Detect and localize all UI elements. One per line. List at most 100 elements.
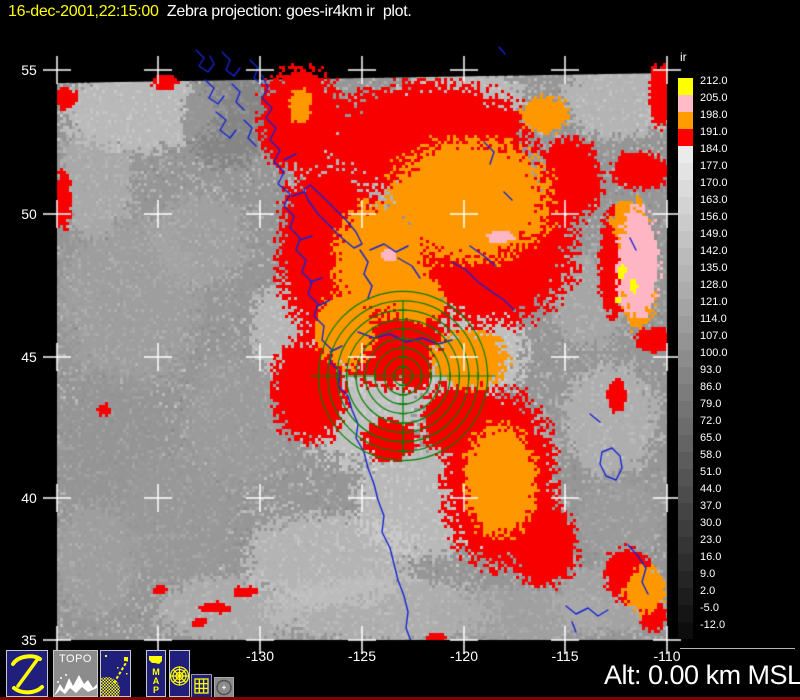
grid-button[interactable] <box>191 674 212 698</box>
rings-wheel-icon <box>170 666 189 686</box>
colorbar-value: 170.0 <box>700 177 728 189</box>
colorbar-value: -5.0 <box>700 602 719 614</box>
colorbar-swatch <box>678 384 693 401</box>
lat-label: 35 <box>21 632 37 648</box>
colorbar-swatch <box>678 197 693 214</box>
plot-title: Zebra projection: goes-ir4km ir plot. <box>158 3 412 20</box>
colorbar-value: 114.0 <box>700 313 727 325</box>
colorbar-value: 93.0 <box>700 364 722 376</box>
lat-label: 50 <box>21 206 37 222</box>
colorbar-value: 198.0 <box>700 109 728 121</box>
colorbar-swatch <box>678 435 693 452</box>
altitude-readout: Alt: 0.00 km MSL <box>604 660 800 690</box>
colorbar-value: 23.0 <box>700 534 722 546</box>
colorbar-value: 9.0 <box>700 568 716 580</box>
topo-button[interactable]: TOPO <box>53 650 98 697</box>
colorbar-swatch <box>678 78 693 95</box>
colorbar-swatch <box>678 469 693 486</box>
mountains-icon <box>54 674 97 696</box>
colorbar-swatch <box>678 95 693 112</box>
map-overlay-button[interactable]: M A P <box>146 650 166 697</box>
colorbar-swatch <box>678 367 693 384</box>
colorbar-value: 51.0 <box>700 466 722 478</box>
us-map-icon <box>149 656 162 664</box>
colorbar-swatch <box>678 163 693 180</box>
zebra-logo-button[interactable] <box>6 650 48 697</box>
colorbar-value: 163.0 <box>700 194 728 206</box>
lon-label: -130 <box>245 648 275 664</box>
colorbar-value: 44.0 <box>700 483 722 495</box>
lat-label: 40 <box>21 490 37 506</box>
colorbar-swatch <box>678 401 693 418</box>
colorbar-swatch <box>678 588 693 605</box>
timestamp: 16-dec-2001,22:15:00 <box>8 3 159 20</box>
satellite-button[interactable] <box>100 650 131 697</box>
colorbar-swatch <box>678 554 693 571</box>
colorbar-swatch <box>678 112 693 129</box>
colorbar-value: 79.0 <box>700 398 722 410</box>
colorbar-value: 100.0 <box>700 347 728 359</box>
colorbar-value: -12.0 <box>700 619 726 631</box>
center-point-button[interactable] <box>214 677 234 698</box>
colorbar-separator <box>680 648 795 649</box>
colorbar-swatch <box>678 350 693 367</box>
colorbar-title: ir <box>680 50 687 64</box>
colorbar-value: 191.0 <box>700 126 728 138</box>
colorbar-swatch <box>678 571 693 588</box>
colorbar-swatch <box>678 537 693 554</box>
circle-dot-icon <box>216 679 232 696</box>
colorbar-value: 184.0 <box>700 143 728 155</box>
colorbar-swatch <box>678 146 693 163</box>
colorbar-value: 177.0 <box>700 160 728 172</box>
colorbar-swatch <box>678 333 693 350</box>
colorbar-value: 149.0 <box>700 228 728 240</box>
lat-label: 55 <box>21 62 37 78</box>
colorbar-swatch <box>678 520 693 537</box>
colorbar-swatch <box>678 231 693 248</box>
colorbar-swatch <box>678 452 693 469</box>
colorbar-swatch <box>678 265 693 282</box>
colorbar-swatch <box>678 299 693 316</box>
bottom-border-strip <box>0 697 800 700</box>
colorbar-swatch <box>678 503 693 520</box>
colorbar-value: 205.0 <box>700 92 728 104</box>
colorbar-swatch <box>678 622 693 639</box>
colorbar-swatch <box>678 282 693 299</box>
colorbar-swatch <box>678 214 693 231</box>
colorbar-value: 86.0 <box>700 381 722 393</box>
lon-label: -125 <box>347 648 377 664</box>
colorbar-swatch <box>678 248 693 265</box>
colorbar-swatch <box>678 605 693 622</box>
lon-label: -115 <box>551 648 579 664</box>
zebra-z-icon <box>11 654 44 695</box>
colorbar-value: 128.0 <box>700 279 728 291</box>
colorbar-value: 30.0 <box>700 517 722 529</box>
range-rings-button[interactable] <box>169 650 190 697</box>
colorbar-value: 16.0 <box>700 551 722 563</box>
lat-label: 45 <box>21 349 37 365</box>
colorbar-value: 156.0 <box>700 211 728 223</box>
topo-button-label: TOPO <box>59 653 92 665</box>
map-button-label: M A P <box>152 667 160 695</box>
colorbar-value: 65.0 <box>700 432 722 444</box>
colorbar-value: 107.0 <box>700 330 728 342</box>
lon-label: -120 <box>449 648 479 664</box>
colorbar-value: 72.0 <box>700 415 722 427</box>
colorbar-swatch <box>678 180 693 197</box>
colorbar-value: 121.0 <box>700 296 728 308</box>
colorbar-swatch <box>678 418 693 435</box>
map-canvas[interactable] <box>43 31 697 657</box>
colorbar-swatch <box>678 486 693 503</box>
colorbar-value: 2.0 <box>700 585 716 597</box>
lon-label: -110 <box>653 648 681 664</box>
colorbar-value: 135.0 <box>700 262 728 274</box>
grid-icon <box>194 678 209 694</box>
colorbar-value: 58.0 <box>700 449 722 461</box>
satellite-comet-icon <box>101 655 128 696</box>
colorbar-swatch <box>678 316 693 333</box>
colorbar-value: 212.0 <box>700 75 728 87</box>
title-bar: 16-dec-2001,22:15:00 Zebra projection: g… <box>8 3 412 21</box>
colorbar-value: 142.0 <box>700 245 728 257</box>
colorbar-swatch <box>678 129 693 146</box>
